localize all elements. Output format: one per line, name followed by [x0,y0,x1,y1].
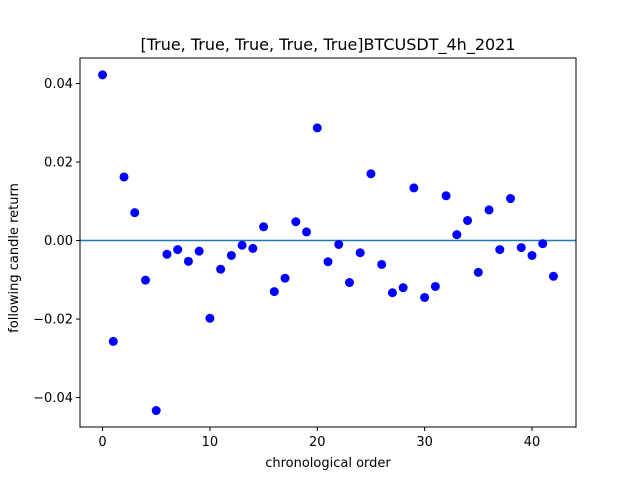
data-point [183,256,193,266]
data-point [140,275,150,285]
data-point [194,246,204,256]
y-tick-label: 0.04 [44,77,73,92]
data-point [216,264,226,274]
data-point [205,313,215,323]
data-point [162,249,172,259]
y-tick-label: 0.00 [44,234,73,249]
chart-title: [True, True, True, True, True]BTCUSDT_4h… [140,35,515,55]
data-point [151,406,161,416]
data-point [495,245,505,255]
data-point [130,208,140,218]
y-axis-label: following candle return [7,183,22,333]
data-point [527,250,537,260]
data-point [108,336,118,346]
x-tick-label: 40 [524,435,541,450]
data-point [409,183,419,193]
x-tick-label: 20 [309,435,326,450]
data-point [323,257,333,267]
data-point [387,288,397,298]
data-point [98,70,108,80]
data-point [344,278,354,288]
data-point [291,217,301,227]
plot-area [79,57,577,428]
data-point [463,216,473,226]
x-axis-label: chronological order [265,456,391,471]
data-point [452,230,462,240]
data-point [420,292,430,302]
data-point [226,250,236,260]
data-point [312,123,322,133]
data-point [119,172,129,182]
data-point [248,243,258,253]
data-point [237,240,247,250]
data-point [334,239,344,249]
x-tick-label: 10 [202,435,219,450]
data-point [398,283,408,293]
y-tick-label: −0.04 [33,391,73,406]
data-point [366,169,376,179]
data-point [302,227,312,237]
data-point [538,239,548,249]
data-point [473,267,483,277]
data-point [441,191,451,201]
y-tick-label: 0.02 [44,156,73,171]
data-point [173,245,183,255]
data-point [259,222,269,232]
x-tick-label: 30 [416,435,433,450]
data-point [269,287,279,297]
data-point [484,205,494,215]
data-point [280,273,290,283]
data-point [506,194,516,204]
data-point [516,243,526,253]
data-point [430,281,440,291]
x-tick-label: 0 [98,435,106,450]
axis-ticks: 0 10 20 30 40 −0.04 −0.02 0.00 0.02 0.04 [33,77,540,450]
data-point [355,248,365,258]
data-point [377,259,387,269]
axes-frame [79,57,577,428]
y-tick-label: −0.02 [33,313,73,328]
data-point [548,271,558,281]
